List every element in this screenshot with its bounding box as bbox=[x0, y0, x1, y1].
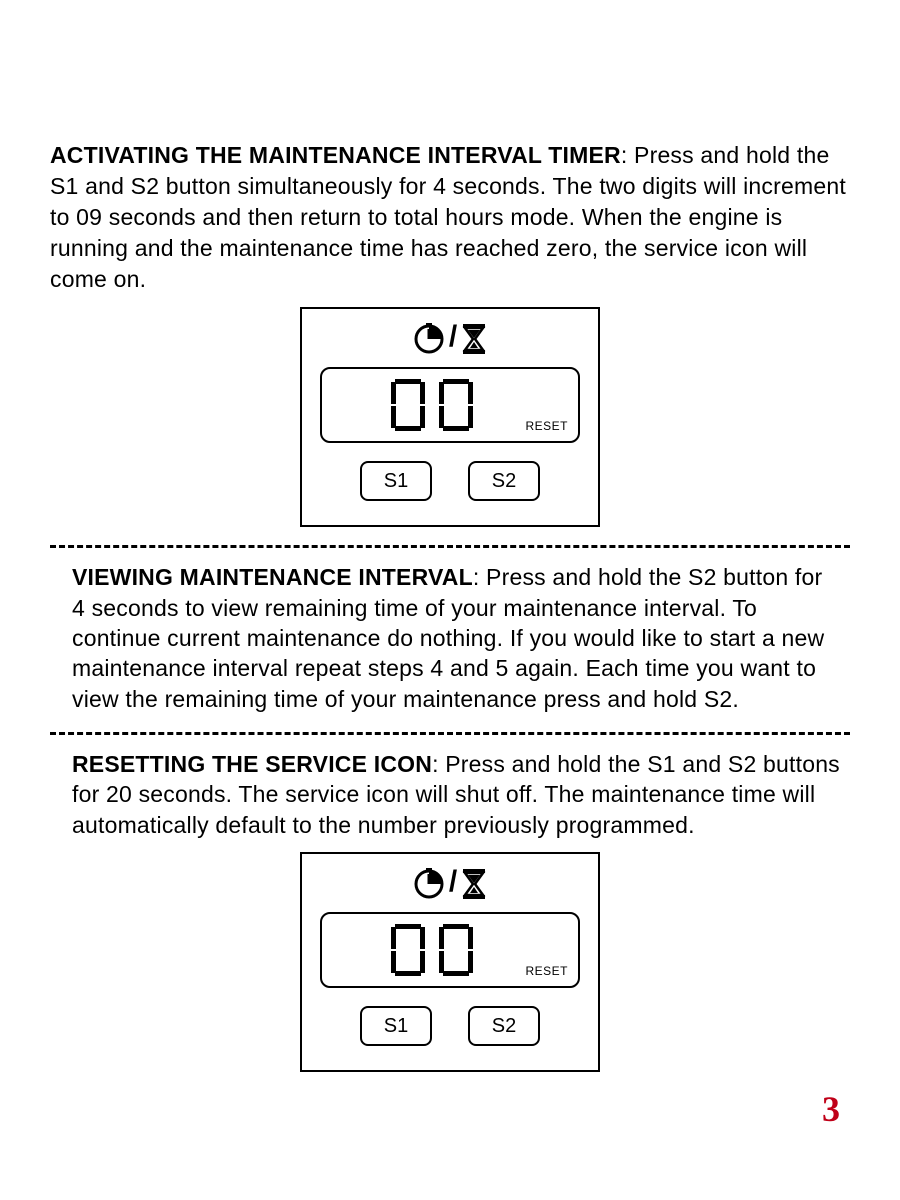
heading-viewing: VIEWING MAINTENANCE INTERVAL bbox=[72, 564, 473, 590]
manual-page: ACTIVATING THE MAINTENANCE INTERVAL TIME… bbox=[0, 0, 900, 1200]
hourglass-icon bbox=[461, 868, 487, 900]
gauge-panel: / bbox=[300, 307, 600, 527]
reset-label: RESET bbox=[525, 419, 568, 433]
clock-service-icon bbox=[413, 868, 445, 900]
gauge-panel: / bbox=[300, 852, 600, 1072]
s1-button[interactable]: S1 bbox=[360, 1006, 432, 1046]
heading-resetting: RESETTING THE SERVICE ICON bbox=[72, 751, 432, 777]
lcd-display: RESET bbox=[320, 912, 580, 988]
button-row: S1 S2 bbox=[320, 461, 580, 501]
section-resetting: RESETTING THE SERVICE ICON: Press and ho… bbox=[50, 749, 850, 840]
digit-2 bbox=[439, 924, 473, 976]
s1-button[interactable]: S1 bbox=[360, 461, 432, 501]
icon-separator: / bbox=[449, 322, 457, 352]
lcd-digits bbox=[391, 379, 473, 431]
hourglass-icon bbox=[461, 323, 487, 355]
s2-button[interactable]: S2 bbox=[468, 461, 540, 501]
gauge-icon-row: / bbox=[320, 319, 580, 359]
lcd-display: RESET bbox=[320, 367, 580, 443]
gauge-icon-row: / bbox=[320, 864, 580, 904]
s2-button[interactable]: S2 bbox=[468, 1006, 540, 1046]
digit-2 bbox=[439, 379, 473, 431]
icon-separator: / bbox=[449, 867, 457, 897]
divider-2 bbox=[50, 732, 850, 735]
heading-activating: ACTIVATING THE MAINTENANCE INTERVAL TIME… bbox=[50, 142, 621, 168]
gauge-illustration-2: / bbox=[50, 852, 850, 1072]
lcd-digits bbox=[391, 924, 473, 976]
clock-service-icon bbox=[413, 323, 445, 355]
section-activating: ACTIVATING THE MAINTENANCE INTERVAL TIME… bbox=[50, 140, 850, 295]
digit-1 bbox=[391, 379, 425, 431]
divider-1 bbox=[50, 545, 850, 548]
page-number: 3 bbox=[822, 1088, 840, 1130]
section-viewing: VIEWING MAINTENANCE INTERVAL: Press and … bbox=[50, 562, 850, 714]
button-row: S1 S2 bbox=[320, 1006, 580, 1046]
reset-label: RESET bbox=[525, 964, 568, 978]
digit-1 bbox=[391, 924, 425, 976]
gauge-illustration-1: / bbox=[50, 307, 850, 527]
